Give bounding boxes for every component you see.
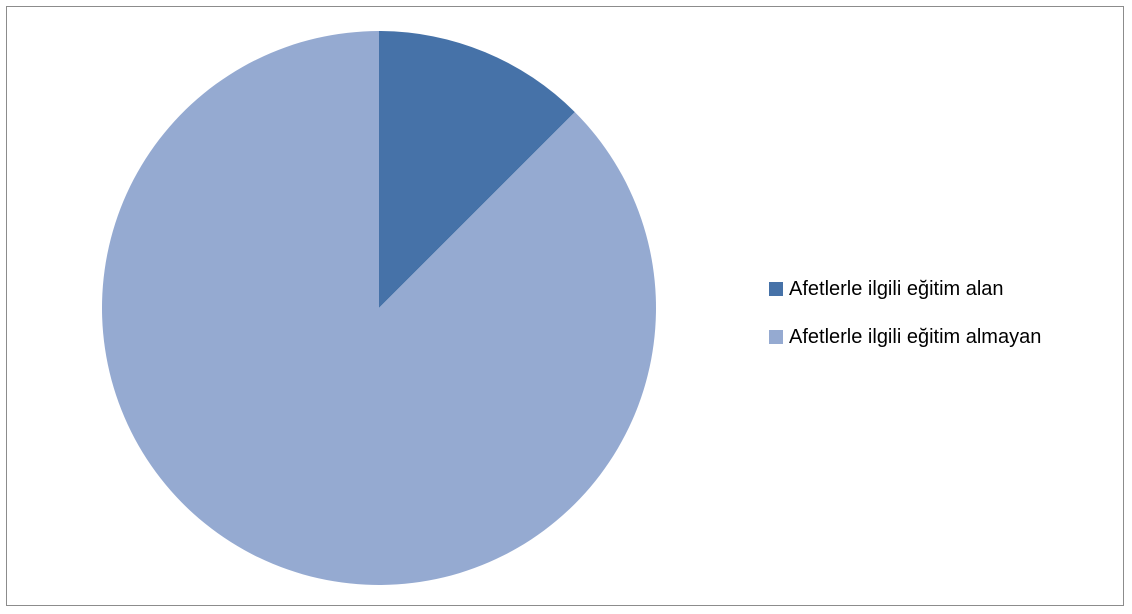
legend-item-alan: Afetlerle ilgili eğitim alan [769, 277, 1041, 301]
legend: Afetlerle ilgili eğitim alan Afetlerle i… [769, 277, 1041, 373]
legend-label-almayan: Afetlerle ilgili eğitim almayan [789, 325, 1042, 348]
legend-swatch-almayan [769, 330, 783, 344]
chart-area: Afetlerle ilgili eğitim alan Afetlerle i… [6, 6, 1124, 606]
legend-swatch-alan [769, 282, 783, 296]
pie-slice-almayan [102, 31, 657, 585]
legend-label-alan: Afetlerle ilgili eğitim alan [789, 277, 1004, 300]
pie-slice-alan [379, 31, 575, 308]
pie-chart [102, 31, 657, 585]
legend-item-almayan: Afetlerle ilgili eğitim almayan [769, 325, 1041, 349]
